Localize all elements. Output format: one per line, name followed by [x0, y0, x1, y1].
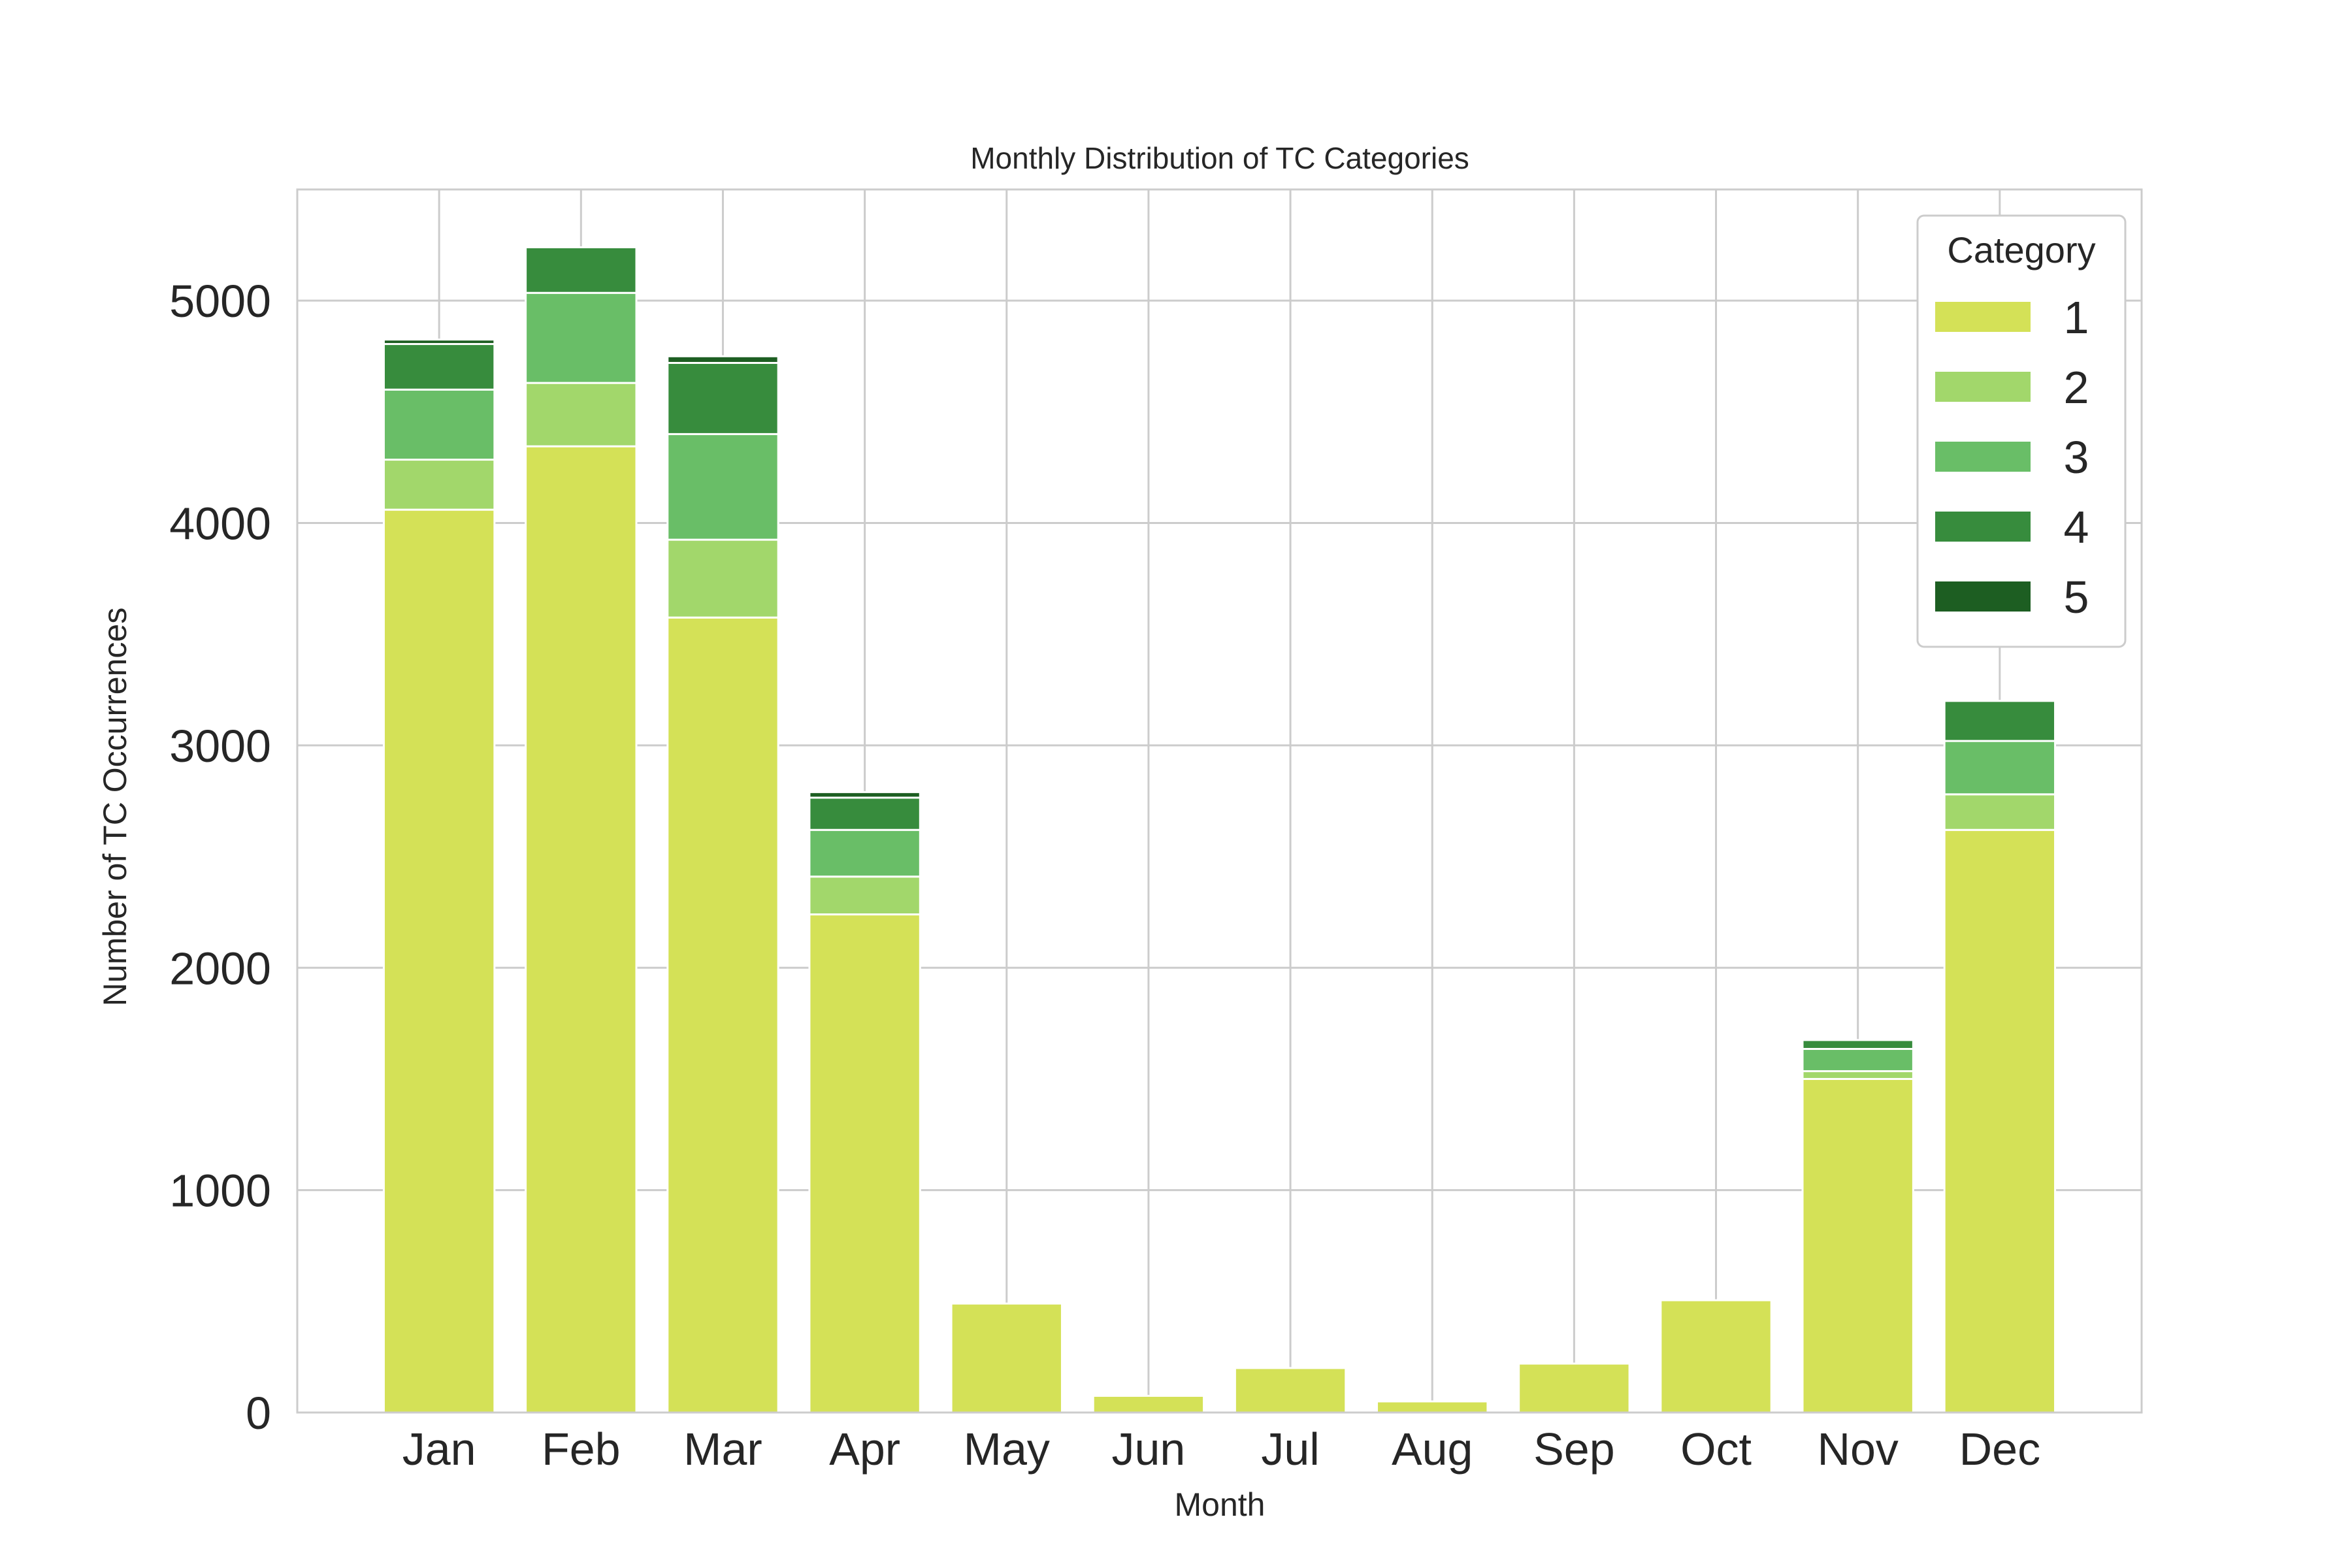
- bar-mar-cat2: [666, 538, 779, 619]
- bar-apr-cat5: [808, 791, 921, 799]
- bar-nov-cat3: [1801, 1048, 1914, 1073]
- legend-label-3: 3: [2064, 432, 2089, 483]
- plot-frame: [296, 188, 2143, 1414]
- y-tick-label-0: 0: [246, 1388, 271, 1439]
- legend-label-4: 4: [2064, 502, 2089, 553]
- legend-swatch-5: [1935, 581, 2031, 612]
- x-tick-label-apr: Apr: [829, 1424, 900, 1475]
- bar-apr-cat4: [808, 796, 921, 831]
- legend-swatch-4: [1935, 512, 2031, 542]
- bar-sep-cat1: [1518, 1362, 1631, 1414]
- legend-items: 1 2 3 4 5: [1935, 292, 2089, 623]
- y-tick-label-4: 4000: [169, 498, 271, 549]
- x-tick-label-jan: Jan: [402, 1424, 476, 1475]
- bar-feb-cat1: [525, 445, 638, 1414]
- legend-label-1: 1: [2064, 292, 2089, 343]
- legend-label-5: 5: [2064, 572, 2089, 623]
- bar-dec-cat4: [1943, 700, 2057, 742]
- x-tick-label-jul: Jul: [1261, 1424, 1319, 1475]
- x-tick-label-feb: Feb: [542, 1424, 621, 1475]
- bar-nov-cat4: [1801, 1039, 1914, 1051]
- x-axis-ticks: Jan Feb Mar Apr May Jun Jul Aug Sep Oct Nov Dec: [402, 1424, 2040, 1475]
- bar-jan-cat5: [382, 338, 496, 346]
- bar-jan-cat2: [382, 459, 496, 511]
- bar-dec-cat2: [1943, 793, 2057, 831]
- bar-apr-cat2: [808, 875, 921, 916]
- legend: Category 1 2 3 4 5: [1916, 214, 2127, 648]
- legend-swatch-1: [1935, 302, 2031, 332]
- chart-title: Monthly Distribution of TC Categories: [970, 141, 1469, 175]
- bars: [382, 246, 2057, 1414]
- bar-apr-cat3: [808, 828, 921, 878]
- x-tick-label-oct: Oct: [1680, 1424, 1752, 1475]
- x-axis-label: Month: [1175, 1486, 1266, 1523]
- bar-jan-cat1: [382, 508, 496, 1414]
- bar-feb-cat2: [525, 382, 638, 448]
- bar-mar-cat5: [666, 355, 779, 364]
- legend-swatch-2: [1935, 372, 2031, 402]
- bar-may-cat1: [950, 1302, 1063, 1414]
- legend-swatch-3: [1935, 442, 2031, 472]
- bar-apr-cat1: [808, 913, 921, 1414]
- bar-feb-cat3: [525, 291, 638, 384]
- bar-dec-cat1: [1943, 828, 2057, 1414]
- y-tick-label-3: 3000: [169, 721, 271, 772]
- bar-nov-cat2: [1801, 1070, 1914, 1080]
- y-tick-label-2: 2000: [169, 943, 271, 994]
- bar-jan-cat3: [382, 388, 496, 461]
- x-tick-label-dec: Dec: [1959, 1424, 2040, 1475]
- x-tick-label-aug: Aug: [1392, 1424, 1473, 1475]
- legend-title: Category: [1947, 229, 2095, 270]
- bar-jan-cat4: [382, 343, 496, 391]
- bar-oct-cat1: [1659, 1299, 1772, 1414]
- x-tick-label-jun: Jun: [1111, 1424, 1185, 1475]
- y-axis-ticks: 0 1000 2000 3000 4000 5000: [169, 276, 271, 1439]
- bar-nov-cat1: [1801, 1077, 1914, 1414]
- x-tick-label-may: May: [964, 1424, 1050, 1475]
- x-tick-label-sep: Sep: [1533, 1424, 1615, 1475]
- bar-aug-cat1: [1376, 1400, 1489, 1414]
- bar-feb-cat4: [525, 246, 638, 294]
- y-tick-label-1: 1000: [169, 1166, 271, 1217]
- bar-jun-cat1: [1092, 1394, 1205, 1414]
- bar-dec-cat3: [1943, 740, 2057, 796]
- legend-label-2: 2: [2064, 362, 2089, 413]
- bar-jul-cat1: [1233, 1367, 1347, 1414]
- bar-mar-cat3: [666, 433, 779, 541]
- bar-mar-cat4: [666, 361, 779, 435]
- y-tick-label-5: 5000: [169, 276, 271, 327]
- bar-mar-cat1: [666, 616, 779, 1414]
- y-axis-label: Number of TC Occurrences: [97, 608, 133, 1006]
- x-tick-label-mar: Mar: [683, 1424, 762, 1475]
- x-tick-label-nov: Nov: [1817, 1424, 1898, 1475]
